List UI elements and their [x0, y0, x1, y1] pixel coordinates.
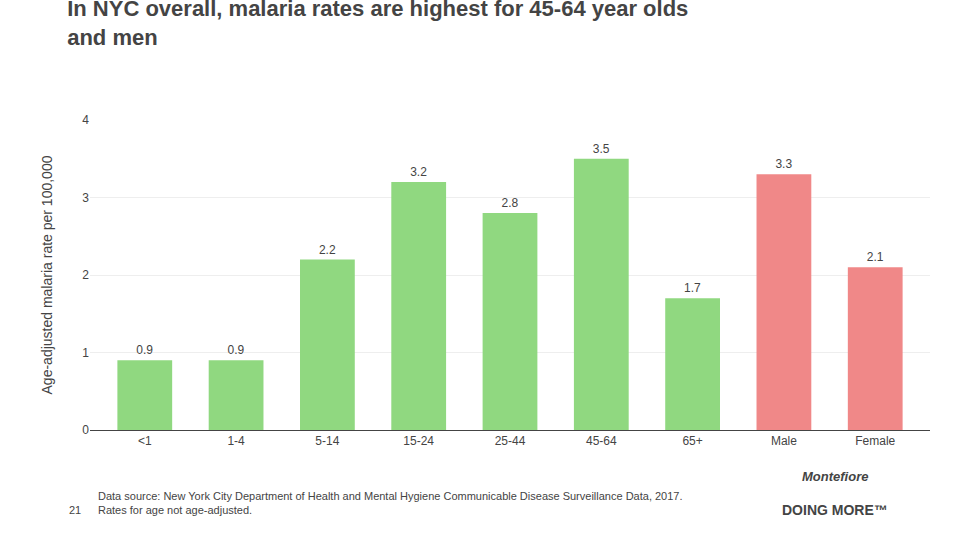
- svg-text:1: 1: [82, 346, 89, 360]
- svg-text:1.7: 1.7: [684, 281, 701, 295]
- svg-text:21: 21: [69, 504, 81, 516]
- svg-text:3.5: 3.5: [593, 142, 610, 156]
- svg-text:<1: <1: [138, 434, 152, 448]
- svg-text:Male: Male: [771, 434, 797, 448]
- svg-text:Data source: New York City Dep: Data source: New York City Department of…: [98, 490, 683, 516]
- svg-text:25-44: 25-44: [495, 434, 526, 448]
- svg-text:In NYC overall, malaria rates: In NYC overall, malaria rates are highes…: [67, 0, 688, 50]
- svg-text:5-14: 5-14: [315, 434, 339, 448]
- svg-text:65+: 65+: [682, 434, 702, 448]
- svg-text:15-24: 15-24: [403, 434, 434, 448]
- svg-text:0: 0: [82, 423, 89, 437]
- svg-text:0.9: 0.9: [228, 343, 245, 357]
- svg-text:3.2: 3.2: [410, 165, 427, 179]
- svg-text:Age-adjusted malaria rate per: Age-adjusted malaria rate per 100,000: [39, 155, 55, 394]
- svg-text:3.3: 3.3: [775, 157, 792, 171]
- svg-text:45-64: 45-64: [586, 434, 617, 448]
- svg-text:2.2: 2.2: [319, 243, 336, 257]
- svg-text:Female: Female: [855, 434, 895, 448]
- svg-text:2.8: 2.8: [501, 196, 518, 210]
- svg-text:3: 3: [82, 191, 89, 205]
- svg-text:Montefiore: Montefiore: [802, 469, 868, 484]
- svg-text:0.9: 0.9: [136, 343, 153, 357]
- svg-text:1-4: 1-4: [227, 434, 245, 448]
- svg-text:2: 2: [82, 268, 89, 282]
- svg-text:4: 4: [82, 113, 89, 127]
- svg-text:DOING MORE™: DOING MORE™: [782, 502, 888, 518]
- svg-text:2.1: 2.1: [867, 250, 884, 264]
